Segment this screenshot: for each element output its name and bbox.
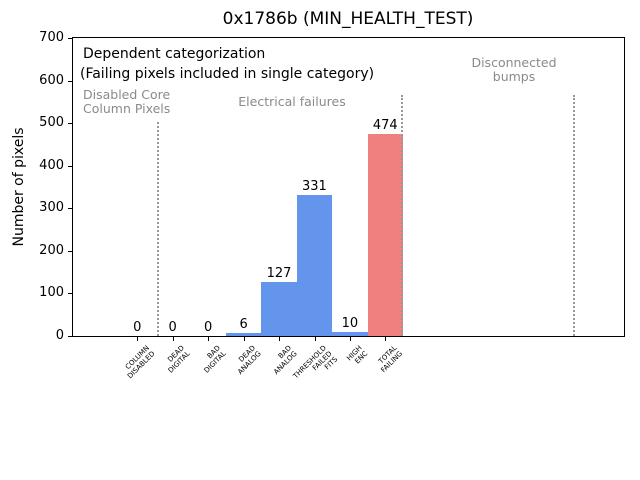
x-tick-label-text: THRESHOLD FAILED FITS	[291, 344, 340, 381]
x-tick-label-text: BAD DIGITAL	[202, 344, 228, 375]
plot-area: 0 0 0 6 127 331 10 474 Dependent categorization (…	[72, 37, 625, 337]
x-tick-label-text: TOTAL FAILING	[377, 344, 405, 375]
y-tick-label: 300	[39, 200, 64, 216]
y-axis-label: Number of pixels	[11, 127, 27, 247]
label-electrical-failures: Electrical failures	[238, 94, 346, 109]
bar	[332, 331, 368, 336]
x-tick-label-text: COLUMN DISABLED	[123, 344, 157, 381]
label-disconnected-bumps: Disconnected bumps	[471, 55, 557, 84]
bar-value-label: 331	[301, 179, 327, 195]
bar	[225, 333, 262, 336]
y-tick-label: 400	[39, 157, 64, 173]
x-tick	[314, 337, 316, 341]
y-tick	[68, 208, 72, 210]
x-tick	[385, 337, 387, 341]
y-tick	[68, 293, 72, 295]
y-tick-label: 200	[39, 242, 64, 258]
x-tick	[208, 337, 210, 341]
bar	[261, 281, 297, 336]
x-tick	[137, 337, 139, 341]
separator-disconnected	[573, 95, 575, 336]
note-failing-pixels: (Failing pixels included in single categ…	[80, 66, 375, 82]
bar-value-label: 0	[133, 320, 142, 335]
y-tick	[68, 250, 72, 252]
y-tick-label: 500	[39, 115, 64, 131]
x-tick	[243, 337, 245, 341]
x-tick	[279, 337, 280, 341]
y-tick-label: 100	[39, 285, 64, 301]
bar-value-label: 0	[168, 320, 177, 335]
bar	[296, 195, 333, 336]
y-tick	[68, 123, 72, 125]
bar-value-label: 10	[341, 315, 359, 331]
bar-value-label: 6	[239, 317, 248, 333]
x-tick-label-text: DEAD ANALOG	[236, 344, 263, 377]
y-tick	[68, 38, 72, 39]
bar-value-label: 0	[204, 320, 213, 335]
y-tick	[68, 336, 72, 337]
x-tick	[172, 337, 174, 341]
y-tick-label: 0	[55, 328, 64, 343]
bar-value-label: 474	[372, 118, 398, 134]
x-tick-label-text: DEAD DIGITAL	[166, 344, 193, 375]
y-tick	[68, 165, 72, 167]
separator-electrical	[401, 95, 403, 336]
note-dependent-categorization: Dependent categorization	[83, 46, 266, 62]
bar-value-label: 127	[266, 265, 292, 281]
x-tick-label-text: HIGH ENC	[345, 344, 370, 366]
y-tick-label: 700	[39, 30, 64, 45]
x-tick	[349, 337, 351, 341]
y-tick-label: 600	[39, 72, 64, 88]
chart-title: 0x1786b (MIN_HEALTH_TEST)	[222, 9, 474, 29]
separator-disabled-core	[157, 122, 159, 336]
y-tick	[68, 80, 72, 82]
label-disabled-core-column-pixels: Disabled Core Column Pixels	[83, 87, 171, 116]
bar	[367, 134, 403, 336]
